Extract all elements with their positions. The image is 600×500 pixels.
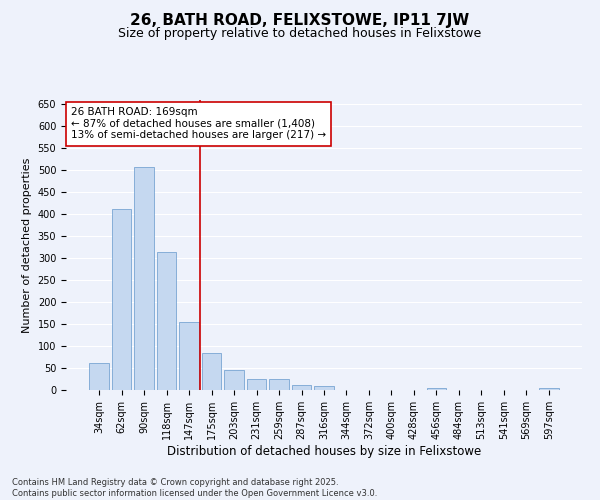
- Bar: [292, 385, 311, 390]
- Bar: [89, 363, 109, 390]
- Bar: [539, 388, 559, 390]
- Y-axis label: Number of detached properties: Number of detached properties: [22, 158, 32, 332]
- Text: Contains HM Land Registry data © Crown copyright and database right 2025.
Contai: Contains HM Land Registry data © Crown c…: [12, 478, 377, 498]
- Bar: [134, 167, 154, 390]
- Bar: [224, 370, 244, 390]
- Bar: [247, 379, 266, 390]
- Bar: [269, 379, 289, 390]
- Bar: [202, 353, 221, 390]
- Bar: [157, 252, 176, 390]
- Bar: [179, 322, 199, 390]
- Text: Size of property relative to detached houses in Felixstowe: Size of property relative to detached ho…: [118, 28, 482, 40]
- X-axis label: Distribution of detached houses by size in Felixstowe: Distribution of detached houses by size …: [167, 444, 481, 458]
- Bar: [112, 210, 131, 390]
- Bar: [314, 386, 334, 390]
- Text: 26, BATH ROAD, FELIXSTOWE, IP11 7JW: 26, BATH ROAD, FELIXSTOWE, IP11 7JW: [130, 12, 470, 28]
- Text: 26 BATH ROAD: 169sqm
← 87% of detached houses are smaller (1,408)
13% of semi-de: 26 BATH ROAD: 169sqm ← 87% of detached h…: [71, 108, 326, 140]
- Bar: [427, 388, 446, 390]
